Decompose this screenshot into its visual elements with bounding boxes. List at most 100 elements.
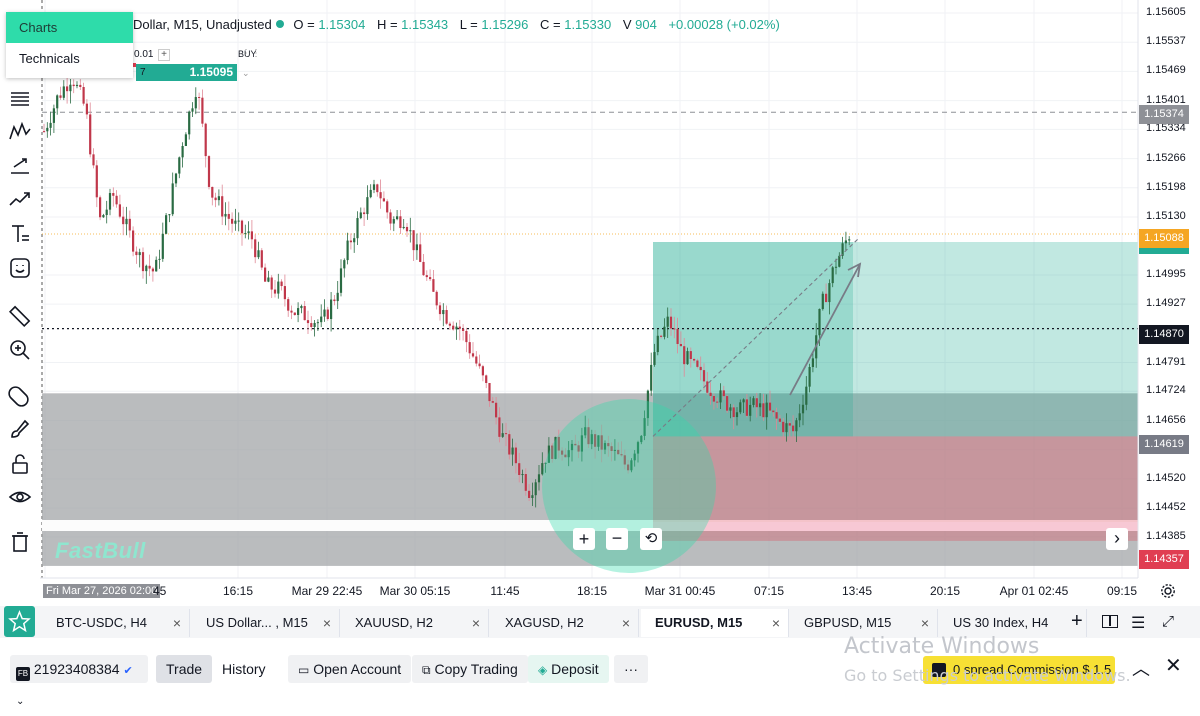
- candle: [699, 356, 702, 381]
- ruler-icon[interactable]: [6, 303, 34, 329]
- chart-tab[interactable]: GBPUSD, M15 ×: [790, 609, 938, 637]
- account-selector[interactable]: FB 21923408384 ✔ ⌄: [10, 655, 148, 707]
- candle: [438, 302, 442, 321]
- candle-body: [636, 442, 640, 454]
- add-tab-button[interactable]: +: [1071, 610, 1083, 632]
- fullscreen-icon[interactable]: ⤢: [1162, 613, 1175, 630]
- candle-body: [429, 277, 432, 280]
- fib-tool-icon[interactable]: [6, 152, 34, 178]
- candle: [122, 206, 125, 236]
- candle-body: [379, 192, 382, 199]
- candle: [132, 226, 135, 257]
- candle-body: [825, 293, 828, 303]
- layout-icon[interactable]: [1102, 615, 1118, 628]
- order-buy-button[interactable]: 1.15095: [136, 64, 237, 81]
- list-menu-icon[interactable]: ☰: [1131, 615, 1146, 632]
- history-tab[interactable]: History: [212, 655, 276, 683]
- brush-icon[interactable]: [6, 416, 34, 442]
- candle-body: [785, 423, 788, 433]
- candle: [706, 371, 709, 395]
- candle-body: [445, 310, 448, 324]
- candle-body: [155, 259, 158, 272]
- candle: [488, 382, 491, 407]
- order-lot-size[interactable]: 0.01: [134, 49, 154, 60]
- candle-body: [405, 226, 409, 232]
- more-button[interactable]: ···: [614, 655, 648, 683]
- emoji-tool-icon[interactable]: [6, 255, 34, 281]
- candle-body: [161, 233, 164, 259]
- candle-body: [475, 356, 478, 364]
- copy-trading-button[interactable]: ⧉ Copy Trading: [412, 655, 528, 683]
- eye-icon[interactable]: [6, 484, 34, 510]
- watchlist-star-button[interactable]: [4, 606, 35, 637]
- price-chart[interactable]: [0, 0, 1200, 600]
- close-tab-icon[interactable]: ×: [920, 615, 929, 631]
- unlock-icon[interactable]: [6, 451, 34, 477]
- legend-o-label: O =: [293, 17, 315, 32]
- zoom-in-icon[interactable]: [6, 337, 34, 363]
- deposit-button[interactable]: ◈ Deposit: [528, 655, 609, 683]
- close-tab-icon[interactable]: ×: [771, 615, 780, 631]
- candle: [323, 299, 326, 322]
- open-account-button[interactable]: ▭ Open Account: [288, 655, 412, 683]
- trash-icon[interactable]: [6, 529, 34, 555]
- chart-tab[interactable]: US Dollar... , M15 ×: [192, 609, 340, 637]
- candle-body: [442, 310, 445, 315]
- candle-body: [419, 244, 422, 262]
- legend-v-label: V: [622, 17, 632, 32]
- chart-tab[interactable]: EURUSD, M15 ×: [641, 609, 789, 637]
- close-tab-icon[interactable]: ×: [172, 615, 181, 631]
- candle: [745, 393, 748, 418]
- legend-symbol[interactable]: Dollar, M15, Unadjusted: [133, 17, 272, 32]
- candle-body: [46, 127, 49, 132]
- candle-body: [79, 84, 82, 87]
- chart-tab[interactable]: XAGUSD, H2 ×: [491, 609, 639, 637]
- reset-chart-button[interactable]: ⟲: [640, 528, 662, 550]
- collapse-icon[interactable]: ︿: [1132, 659, 1150, 679]
- promo-banner[interactable]: 0 spread Commission $ 1.5: [923, 656, 1115, 684]
- candle-body: [551, 445, 554, 459]
- chart-tab[interactable]: US 30 Index, H4: [939, 609, 1087, 637]
- drag-handle-icon[interactable]: ⋮⋮: [241, 48, 261, 59]
- magnet-icon[interactable]: [6, 382, 34, 408]
- close-tab-icon[interactable]: ×: [322, 615, 331, 631]
- close-tab-icon[interactable]: ×: [621, 615, 630, 631]
- candle: [316, 319, 319, 332]
- text-tool-icon[interactable]: [6, 221, 34, 247]
- legend-high: 1.15343: [401, 17, 449, 32]
- candle: [429, 269, 432, 281]
- menu-item-technicals[interactable]: Technicals: [19, 51, 80, 66]
- candle: [92, 148, 95, 169]
- scroll-right-button[interactable]: ›: [1106, 528, 1128, 550]
- candle: [168, 213, 171, 223]
- candle-body: [640, 435, 643, 443]
- horizontal-lines-tool-icon[interactable]: [6, 86, 34, 112]
- chevron-down-icon[interactable]: ⌄: [242, 68, 250, 78]
- chart-settings-gear-icon[interactable]: [1160, 583, 1176, 599]
- legend-c-label: C =: [540, 17, 561, 32]
- menu-item-charts[interactable]: Charts: [6, 12, 133, 43]
- chart-tab[interactable]: BTC-USDC, H4 ×: [42, 609, 190, 637]
- close-icon[interactable]: ✕: [1165, 655, 1182, 677]
- candle: [62, 80, 65, 101]
- order-buy-label[interactable]: BUY: [238, 49, 257, 59]
- candle: [376, 183, 379, 197]
- order-lot-plus-button[interactable]: +: [158, 49, 170, 61]
- pattern-tool-icon[interactable]: [6, 118, 34, 144]
- zoom-in-button[interactable]: +: [573, 528, 595, 550]
- zoom-out-button[interactable]: −: [606, 528, 628, 550]
- candle-body: [59, 95, 62, 98]
- close-tab-icon[interactable]: ×: [471, 615, 480, 631]
- candle-body: [478, 363, 481, 367]
- candle-body: [217, 196, 220, 201]
- candle: [590, 429, 593, 450]
- quick-order-widget[interactable]: 0.01 + BUY 1.15095 7 ⋮⋮ ⌄: [128, 46, 261, 84]
- candle-body: [277, 281, 280, 294]
- chart-tab[interactable]: XAUUSD, H2 ×: [341, 609, 489, 637]
- candle: [118, 194, 121, 219]
- trade-tab[interactable]: Trade: [156, 655, 213, 683]
- candle-body: [544, 462, 547, 464]
- candle: [386, 199, 389, 219]
- highlight-circle: [542, 399, 716, 573]
- trend-line-tool-icon[interactable]: [6, 186, 34, 212]
